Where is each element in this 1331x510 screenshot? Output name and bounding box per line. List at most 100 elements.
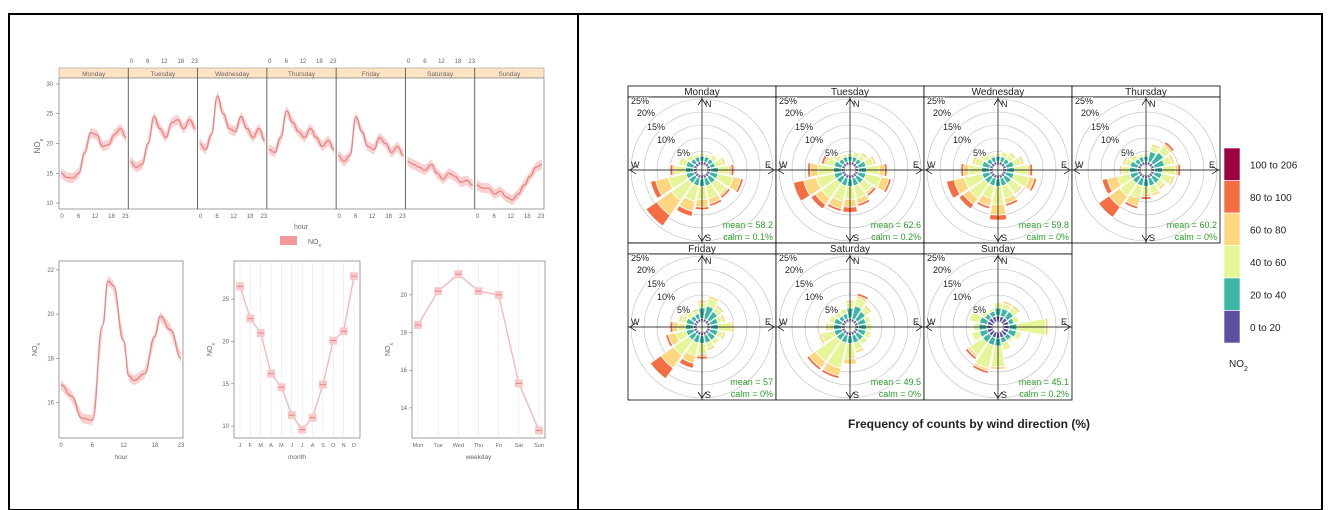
compass-n: N <box>1149 99 1156 109</box>
legend-swatch <box>1223 212 1241 246</box>
north-arrow <box>845 255 855 263</box>
rose-mean: mean = 58.2 <box>723 220 773 230</box>
rose-wedge <box>683 308 692 317</box>
rose-inner: N E S W 5%10% 15% 20% 25% mean = 45.1 calm = 0.2% <box>924 254 1072 400</box>
radial-label: 25% <box>779 253 797 263</box>
south-arrow <box>697 234 707 242</box>
compass-w: W <box>631 160 640 170</box>
legend-bin-label: 60 to 80 <box>1250 225 1287 236</box>
rose-calm: calm = 0.1% <box>723 232 773 242</box>
hour-tick-label: 12 <box>507 214 514 220</box>
hour-tick-label: 0 <box>337 214 341 220</box>
rose-wedge <box>854 346 865 354</box>
y-tick-label: 14 <box>400 406 407 412</box>
compass-e: E <box>1061 317 1067 327</box>
legend-swatch <box>1223 277 1241 311</box>
radial-label: 5% <box>677 305 690 315</box>
hour-tick-label: 6 <box>423 59 427 65</box>
rose-wedge <box>1150 189 1161 197</box>
rose-wedge <box>863 330 872 340</box>
radial-label: 10% <box>805 292 823 302</box>
legend-swatch <box>1223 147 1241 181</box>
month-plot-area <box>233 260 361 439</box>
wind-rose-panel: Monday N E S W 5% 10% 15% 20% 25% mean = 58.2 calm … <box>627 85 1298 401</box>
rose-wedge <box>988 153 996 159</box>
rose-wedge <box>1005 198 1019 207</box>
rose-wedge <box>979 151 988 160</box>
rose-wedge <box>852 150 861 159</box>
nox-line-saturday <box>407 160 473 186</box>
compass-w: W <box>779 160 788 170</box>
hour-tick-label: 12 <box>300 59 307 65</box>
rose-wedge <box>685 153 695 163</box>
y-tick-label: 15 <box>222 382 229 388</box>
rose-inner: N E S W 5%10% 15% 20% 25% mean = 58.2 calm = 0.1% <box>628 97 776 243</box>
x-tick-label: M <box>258 443 263 449</box>
rose-wedge <box>856 292 870 301</box>
legend-bin-label: 0 to 20 <box>1250 323 1281 334</box>
rose-wedge <box>971 364 989 374</box>
rose-wedge <box>1012 184 1023 195</box>
x-tick-label: A <box>311 443 315 449</box>
hour-tick-label: 18 <box>455 59 462 65</box>
y-tick-label: 15 <box>46 171 53 177</box>
x-axis-label: month <box>288 454 306 461</box>
nox-line-monday <box>60 127 127 179</box>
hour-tick-label: 23 <box>399 214 406 220</box>
rose-wedge <box>719 156 727 166</box>
rose-wedge <box>831 151 840 160</box>
east-arrow <box>1063 322 1071 332</box>
hour-tick-label: 23 <box>330 59 337 65</box>
east-arrow <box>1063 165 1071 175</box>
west-arrow <box>925 322 933 332</box>
compass-s: S <box>1001 233 1007 243</box>
rose-wedge <box>1150 143 1161 151</box>
rose-calm: calm = 0.2% <box>1019 389 1069 399</box>
hour-tick-label: 6 <box>77 214 81 220</box>
x-tick-label: Thu <box>474 443 483 449</box>
day-label: Tuesday <box>151 71 176 78</box>
hour-tick-label: 18 <box>247 214 254 220</box>
rose-wedge <box>1001 340 1012 352</box>
nox-line-thursday <box>268 110 335 154</box>
compass-s: S <box>853 233 859 243</box>
rose-wedge <box>649 179 663 199</box>
radial-label: 5% <box>973 305 986 315</box>
rose-wedge <box>1097 195 1121 219</box>
rose-wedge <box>1013 330 1023 341</box>
rose-inner: N E S W 5%10% 15% 20% 25% mean = 62.6 calm = 0.2% <box>776 97 924 243</box>
rose-wedge <box>707 295 720 303</box>
rose-wedge <box>818 332 826 345</box>
rose-wedge <box>971 155 979 166</box>
legend-swatch <box>1223 245 1241 279</box>
rose-day-label: Saturday <box>830 244 870 255</box>
rose-mean: mean = 57 <box>730 377 773 387</box>
compass-n: N <box>853 99 860 109</box>
rose-wedge <box>709 153 719 163</box>
rose-wedge <box>883 178 892 194</box>
radial-label: 15% <box>795 122 813 132</box>
rose-day-label: Monday <box>684 87 720 98</box>
rose-wedge <box>735 178 744 194</box>
compass-n: N <box>853 256 860 266</box>
north-arrow <box>1141 98 1151 106</box>
rose-inner: N E S W 5%10% 15% 20% 25% mean = 49.5 calm = 0% <box>776 253 924 400</box>
rose-wedge <box>645 201 671 227</box>
east-arrow <box>915 322 923 332</box>
east-arrow <box>1211 165 1219 175</box>
radial-label: 5% <box>1121 148 1134 158</box>
hour-tick-label: 0 <box>476 214 480 220</box>
compass-n: N <box>1001 256 1008 266</box>
hour-tick-label: 18 <box>108 214 115 220</box>
x-tick-label: Sun <box>534 443 544 449</box>
radial-label: 5% <box>677 148 690 158</box>
rose-calm: calm = 0.2% <box>871 232 921 242</box>
radial-label: 20% <box>637 265 655 275</box>
x-tick-label: 23 <box>178 443 185 449</box>
rose-wedge <box>840 153 848 159</box>
west-arrow <box>1073 165 1081 175</box>
